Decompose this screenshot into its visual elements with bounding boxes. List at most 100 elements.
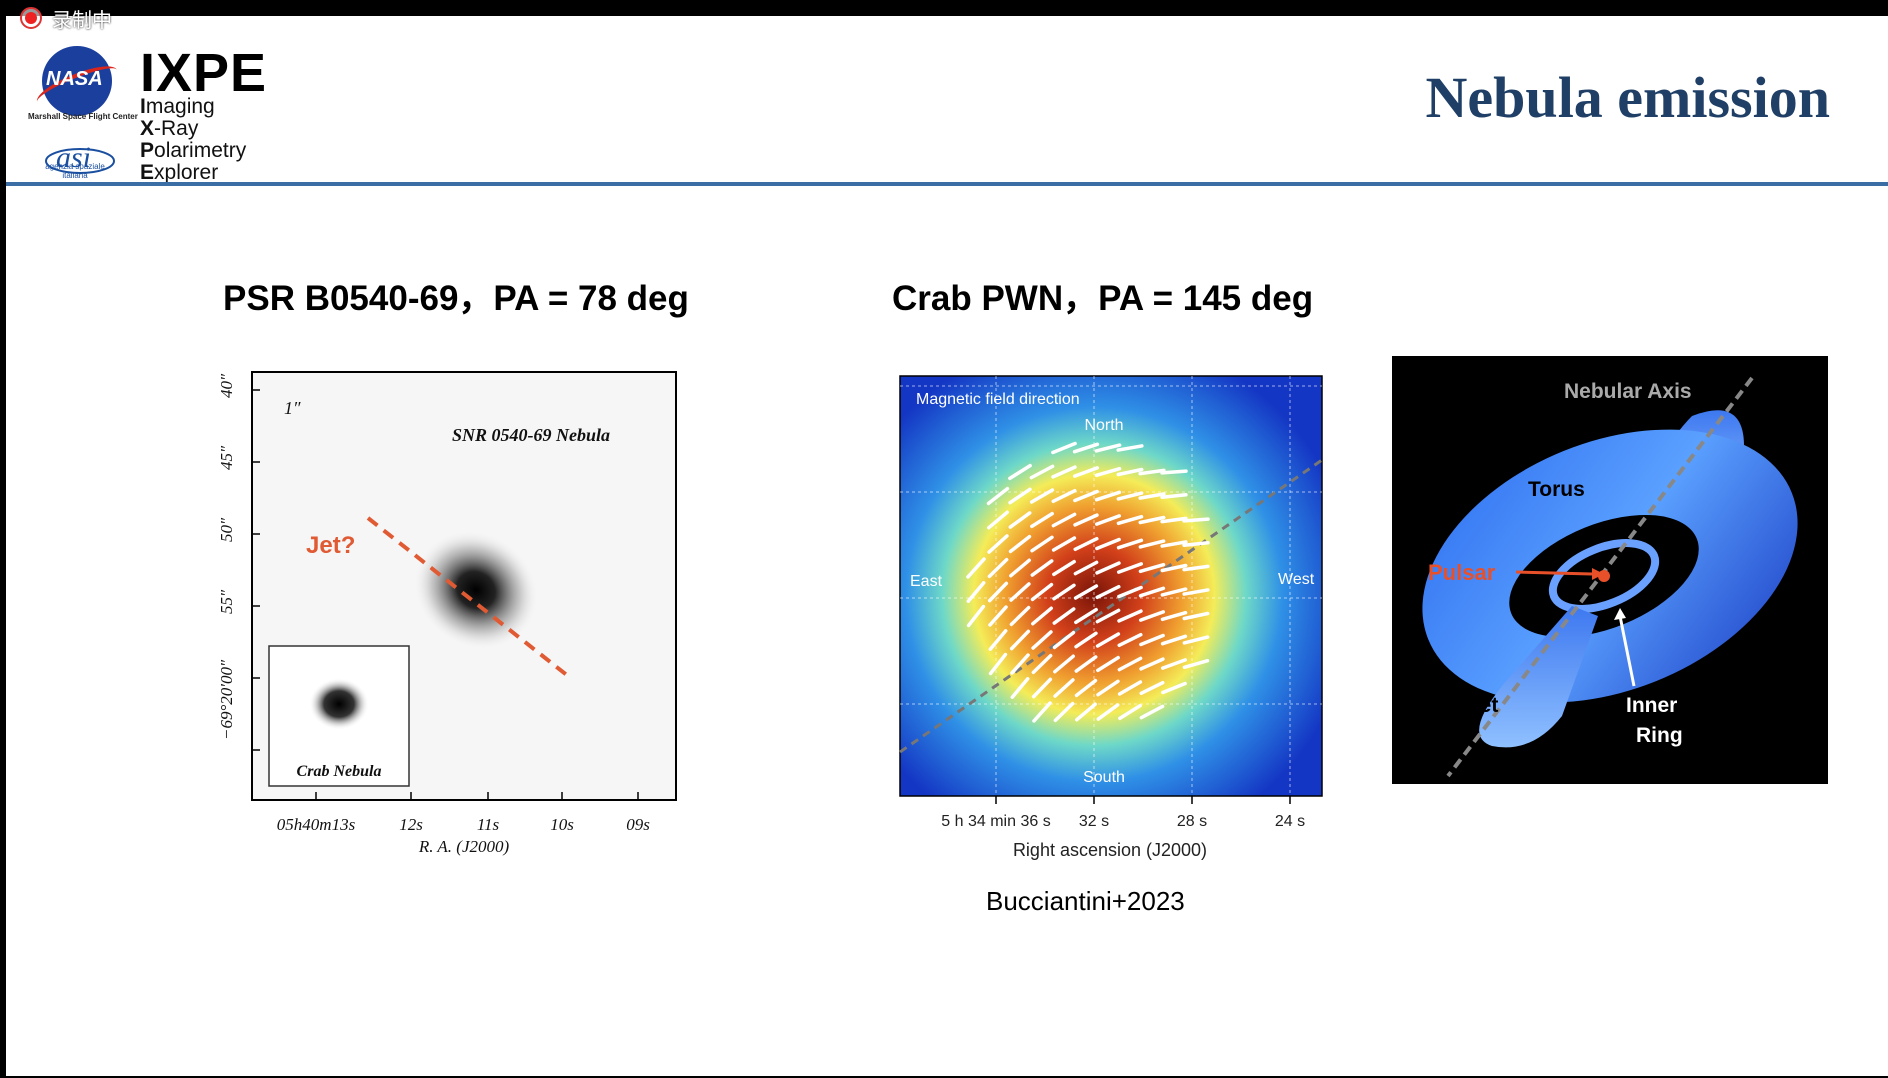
pulsar-arrow [1515, 570, 1593, 576]
inset-label: Crab Nebula [297, 763, 382, 780]
polarization-vector [1010, 653, 1030, 675]
polarization-vector [1116, 444, 1144, 452]
polarization-vector [1073, 560, 1099, 576]
middle-panel-heading: Crab PWN，PA = 145 deg [892, 279, 1314, 318]
polarization-vector [1094, 490, 1122, 502]
polarization-vector [1073, 513, 1099, 527]
jet-label: Jet [1468, 694, 1498, 717]
polarization-vector [1117, 656, 1143, 672]
polarization-vector [1138, 515, 1166, 525]
polarization-vector [1075, 702, 1097, 722]
jet-axis-line [366, 516, 570, 678]
polarization-vector [1138, 539, 1166, 549]
polarization-vector [1051, 441, 1077, 455]
polarization-vector [1116, 562, 1144, 574]
south-label: South [1083, 769, 1125, 786]
polarization-vector [1029, 464, 1055, 480]
scale-bar-label: 1″ [284, 398, 301, 418]
nasa-wordmark: NASA [46, 68, 103, 90]
crab-polarization-map: Magnetic field direction North South Eas… [899, 375, 1323, 860]
polarization-vector [1010, 677, 1030, 699]
polarization-vector [1138, 468, 1166, 476]
recording-label: 录制中 [52, 9, 112, 32]
polarization-vector [1139, 657, 1165, 671]
polarization-vector [1182, 540, 1210, 548]
polarization-vector [1160, 610, 1188, 622]
crab-inset-blob [309, 678, 369, 730]
pwn-schematic: Nebular Axis Torus Pulsar Jet Inner Ring [1392, 356, 1828, 784]
polarization-vector [1052, 630, 1076, 650]
polarization-vector [1160, 516, 1188, 524]
polarization-vector [1160, 658, 1188, 670]
polarization-vector [1051, 536, 1077, 552]
polarization-vector [1009, 582, 1031, 602]
heatmap [899, 375, 1323, 797]
polarization-vector [1008, 534, 1032, 554]
polarization-vector [1009, 629, 1031, 651]
polarization-vector [1051, 488, 1077, 504]
polarization-vector [1117, 609, 1143, 623]
polarization-vector [1032, 701, 1052, 723]
polarization-vector [1074, 631, 1098, 649]
polarization-vector [987, 557, 1009, 579]
polarization-vector [1030, 535, 1054, 553]
pulsar-label: Pulsar [1428, 560, 1496, 585]
polarization-vector [1096, 679, 1120, 697]
polarization-vector [1053, 654, 1075, 674]
y-tick: 55″ [217, 589, 236, 614]
x-tick: 05h40m13s [277, 815, 356, 834]
polarization-vector [1160, 492, 1188, 500]
record-icon [20, 7, 42, 29]
header-rule [6, 182, 1888, 186]
ixpe-line: X-Ray [140, 117, 199, 140]
y-tick: 45″ [217, 445, 236, 470]
polarization-vector [1008, 511, 1032, 529]
polarization-vector [988, 652, 1008, 676]
polarization-vector [1160, 540, 1188, 548]
x-tick: 12s [399, 815, 423, 834]
polarization-vector [1182, 658, 1210, 670]
polarization-vector [1031, 606, 1053, 626]
polarization-vector [1139, 704, 1165, 720]
polarization-vector [1031, 677, 1053, 699]
inner-ring-arrow [1618, 615, 1636, 687]
polarization-vector [1095, 608, 1121, 624]
polarization-vector [1095, 632, 1121, 648]
polarization-vector [1008, 463, 1032, 481]
polarization-vector [1095, 537, 1121, 551]
polarization-vector [1138, 562, 1166, 574]
polarization-vector [987, 534, 1009, 554]
nebular-axis-label: Nebular Axis [1564, 380, 1692, 403]
msfc-label: Marshall Space Flight Center [28, 112, 138, 121]
x-tick: 09s [626, 815, 650, 834]
x-axis-label: Right ascension (J2000) [1013, 840, 1207, 860]
north-label: North [1084, 417, 1123, 434]
polarization-vector [1138, 610, 1166, 622]
snr-label: SNR 0540-69 Nebula [452, 425, 610, 445]
asi-logo: asi [45, 141, 115, 174]
inner-ring [1548, 539, 1660, 613]
polarization-vector [987, 581, 1009, 603]
polarization-vector [1117, 585, 1143, 599]
y-tick: −69°20′00″ [217, 659, 236, 740]
polarization-vector [1116, 514, 1144, 526]
polarization-vector [1031, 630, 1053, 650]
polarization-vector [1052, 583, 1076, 601]
polarization-vector [1116, 467, 1144, 477]
polarization-vector [1160, 563, 1188, 573]
polarization-vector [1030, 511, 1054, 529]
polarization-vector [966, 604, 986, 628]
polarization-vector [1073, 489, 1099, 503]
polarization-vector [1161, 681, 1187, 695]
polarization-vector [1160, 587, 1188, 597]
x-tick: 32 s [1079, 813, 1109, 830]
polarization-vector [1029, 488, 1055, 504]
polarization-vector [1182, 635, 1210, 645]
recording-indicator[interactable]: 录制中 [20, 3, 112, 33]
polarization-vector [1051, 465, 1077, 479]
polarization-vector [1008, 487, 1032, 505]
polarization-vector [1094, 443, 1122, 453]
x-tick: 11s [477, 815, 500, 834]
svg-text:asi: asi [56, 141, 91, 174]
x-tick: 28 s [1177, 813, 1207, 830]
